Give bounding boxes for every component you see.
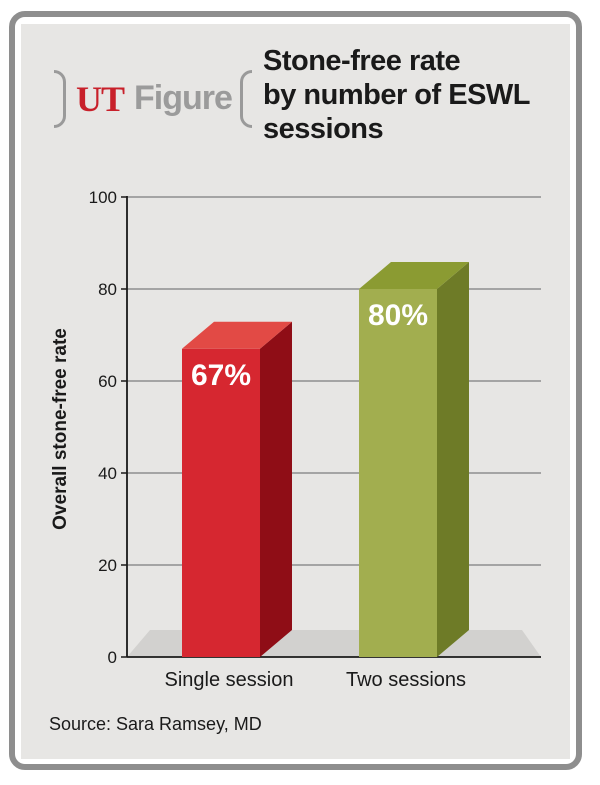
bar-top [359,262,469,289]
y-tick-label: 100 [89,188,117,207]
y-tick-label: 20 [98,556,117,575]
bar-front [359,289,437,657]
bar-top [182,321,292,349]
bar-side [260,321,292,657]
y-axis-label: Overall stone-free rate [50,328,71,530]
y-tick-label: 0 [108,648,117,667]
logo-figure: Figure [134,79,233,117]
logo-ut: UT [76,79,125,119]
chart-title-line-1: Stone-free rate [263,45,461,77]
category-label: Single session [165,669,294,691]
ut-figure-logo: UT Figure [54,70,260,134]
chart-title-line-3: sessions [263,113,384,145]
chart-title-line-2: by number of ESWL [263,79,531,111]
source-note: Source: Sara Ramsey, MD [49,714,262,734]
category-label: Two sessions [346,669,466,691]
y-tick-label: 40 [98,464,117,483]
y-tick-label: 60 [98,372,117,391]
bar-front [182,348,260,657]
data-label: 67% [191,359,251,392]
bar-side [437,262,469,657]
y-tick-label: 80 [98,280,117,299]
right-bracket-icon [240,70,252,128]
chart-title: Stone-free rate by number of ESWL sessio… [263,44,531,146]
data-label: 80% [368,299,428,332]
